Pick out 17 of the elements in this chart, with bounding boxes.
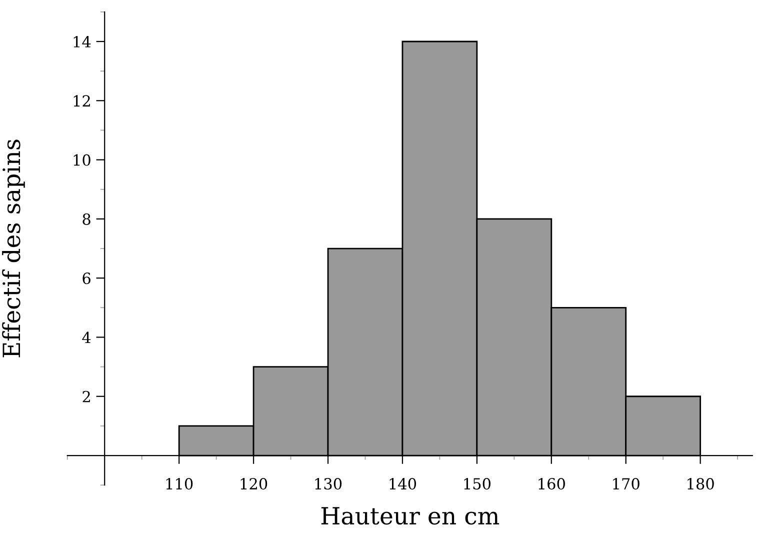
x-tick-label: 160 [538, 478, 565, 490]
x-axis-title: Hauteur en cm [321, 507, 500, 525]
x-tick-label: 110 [166, 478, 193, 490]
x-tick-label: 130 [315, 478, 342, 490]
y-tick-label: 6 [82, 272, 90, 284]
y-tick-label: 8 [82, 213, 90, 225]
y-tick-label: 10 [74, 154, 90, 166]
y-tick-label: 12 [74, 95, 90, 106]
y-tick-label: 2 [82, 390, 90, 402]
y-axis-title: Effectif des sapins [2, 140, 25, 358]
x-tick-label: 150 [464, 478, 490, 490]
x-tick-label: 170 [613, 478, 640, 490]
x-tick-label: 120 [240, 478, 268, 490]
x-tick-label: 140 [390, 478, 416, 490]
x-tick-label: 180 [688, 478, 714, 490]
y-tick-label: 4 [82, 332, 91, 344]
y-tick-label: 14 [74, 36, 91, 48]
